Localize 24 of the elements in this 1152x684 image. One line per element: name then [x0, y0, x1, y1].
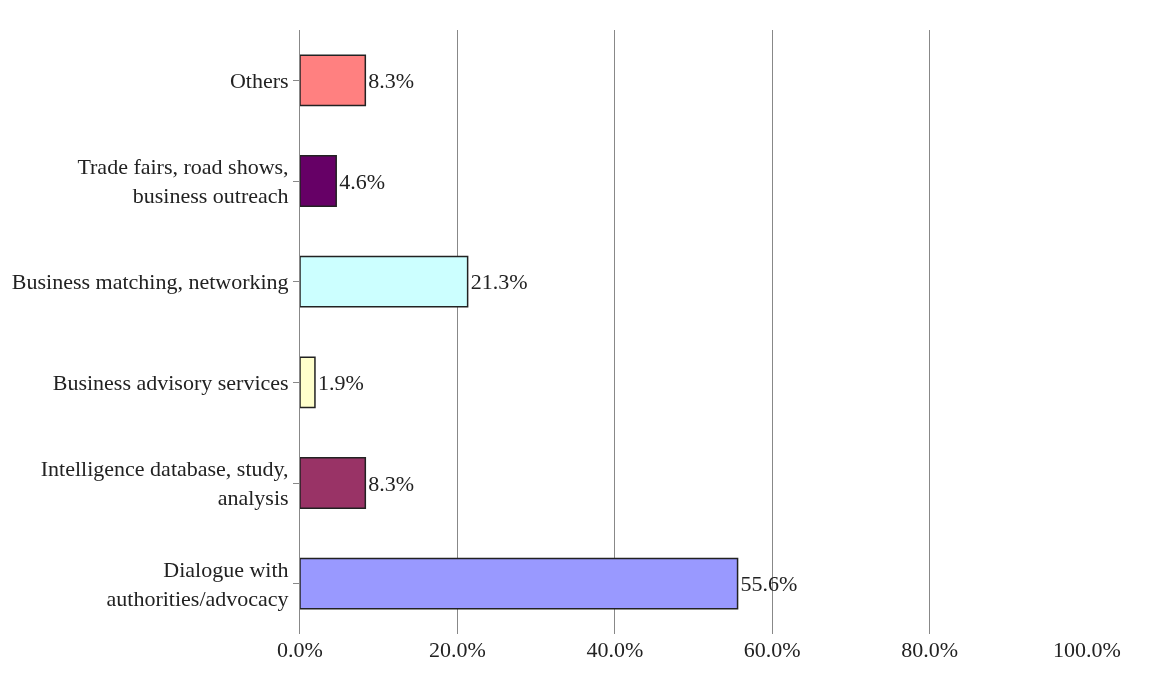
- y-tick-label: Others: [229, 68, 289, 94]
- y-tick-label: Dialogue with authorities/advocacy: [106, 557, 289, 611]
- y-tick-label: Business matching, networking: [11, 269, 289, 295]
- data-label: 8.3%: [368, 470, 415, 496]
- bar: [300, 255, 469, 308]
- y-tick-label: Business advisory services: [52, 370, 289, 396]
- x-tick-label: 0.0%: [277, 637, 323, 662]
- y-tick-label: Trade fairs, road shows, business outreach: [77, 154, 289, 208]
- data-label: 8.3%: [368, 67, 415, 93]
- data-label: 4.6%: [339, 168, 386, 194]
- bar: [300, 54, 367, 107]
- x-tick-label: 100.0%: [1053, 637, 1121, 662]
- y-tick-label: Intelligence database, study, analysis: [40, 456, 289, 510]
- x-tick-label: 40.0%: [586, 637, 644, 662]
- x-tick-label: 80.0%: [901, 637, 959, 662]
- x-tick-label: 60.0%: [743, 637, 801, 662]
- bar: [300, 155, 337, 207]
- x-tick-label: 20.0%: [428, 637, 486, 662]
- data-label: 21.3%: [470, 269, 528, 295]
- data-label: 1.9%: [317, 369, 364, 395]
- bar: [300, 356, 316, 409]
- bar: [300, 457, 367, 509]
- data-label: 55.6%: [740, 571, 798, 597]
- bar: [300, 557, 739, 610]
